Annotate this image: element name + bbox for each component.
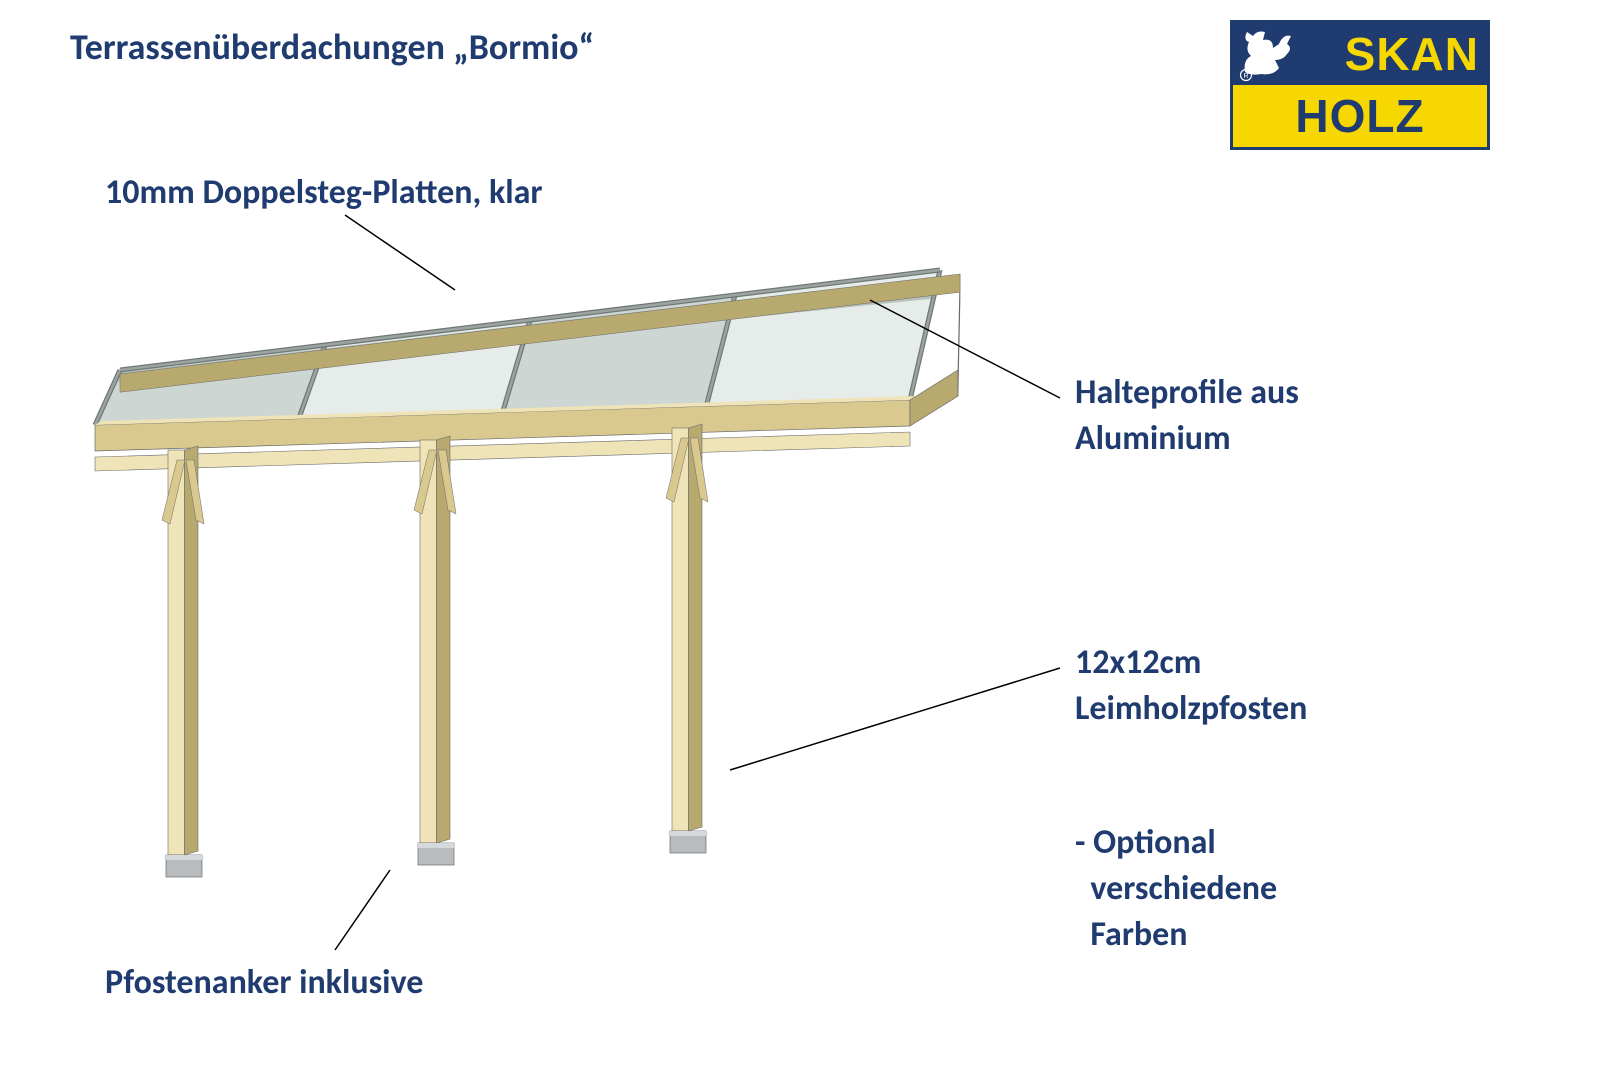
page-title: Terrassenüberdachungen „Bormio“ <box>70 25 594 69</box>
logo-text-bottom: HOLZ <box>1295 89 1424 143</box>
product-diagram <box>0 0 1600 1066</box>
logo-text-top: SKAN <box>1345 27 1479 81</box>
logo-top: R SKAN <box>1233 23 1487 85</box>
svg-text:R: R <box>1243 73 1248 80</box>
annotation-colors: - Optional verschiedene Farben <box>1075 820 1277 958</box>
logo-bottom: HOLZ <box>1233 85 1487 147</box>
annotation-alu-profiles: Halteprofile aus Aluminium <box>1075 370 1299 462</box>
annotation-posts: 12x12cm Leimholzpfosten <box>1075 640 1307 732</box>
moose-icon: R <box>1239 26 1297 82</box>
annotation-roof-panels: 10mm Doppelsteg-Platten, klar <box>105 170 543 216</box>
brand-logo: R SKAN HOLZ <box>1230 20 1490 150</box>
annotation-anchors: Pfostenanker inklusive <box>105 960 423 1006</box>
